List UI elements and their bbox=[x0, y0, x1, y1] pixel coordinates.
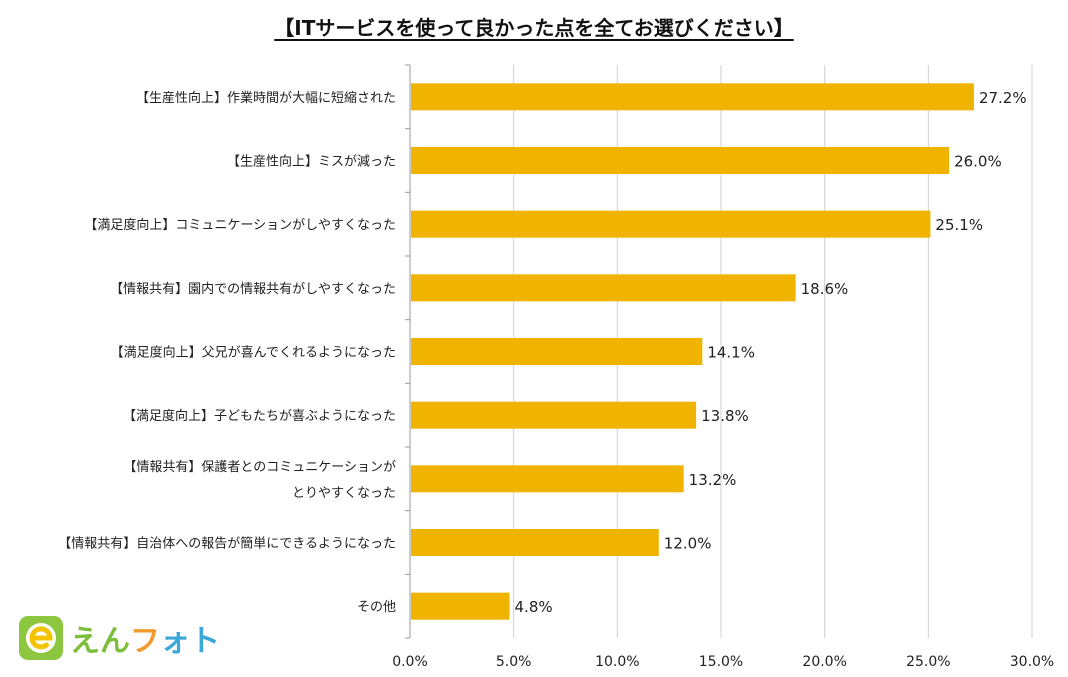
category-label: 【情報共有】園内での情報共有がしやすくなった bbox=[110, 281, 396, 297]
x-tick-label: 30.0% bbox=[1010, 654, 1054, 670]
bar bbox=[411, 592, 510, 620]
category-label: 【満足度向上】子どもたちが喜ぶようになった bbox=[123, 408, 396, 424]
x-tick-label: 20.0% bbox=[802, 654, 846, 670]
logo-char: ト bbox=[190, 624, 220, 659]
bar bbox=[411, 338, 703, 365]
category-label: 【生産性向上】ミスが減った bbox=[227, 154, 396, 170]
x-tick-label: 25.0% bbox=[906, 654, 950, 670]
data-label: 25.1% bbox=[935, 216, 983, 234]
category-label: 【満足度向上】父兄が喜んでくれるようになった bbox=[111, 345, 396, 361]
logo-char: フ bbox=[130, 624, 160, 659]
x-tick-label: 5.0% bbox=[496, 654, 532, 670]
logo-char: ん bbox=[100, 624, 130, 659]
data-label: 12.0% bbox=[664, 535, 712, 553]
bar bbox=[411, 465, 684, 493]
x-tick-label: 10.0% bbox=[595, 654, 639, 670]
data-label: 13.8% bbox=[701, 407, 749, 425]
enphoto-e-icon bbox=[19, 616, 63, 660]
category-label: 【生産性向上】作業時間が大幅に短縮された bbox=[136, 90, 396, 106]
chart-title: 【ITサービスを使って良かった点を全てお選びください】 bbox=[274, 16, 794, 40]
data-label: 4.8% bbox=[515, 598, 553, 616]
data-label: 27.2% bbox=[979, 89, 1027, 107]
logo-char: え bbox=[70, 624, 100, 659]
logo-char: ォ bbox=[160, 624, 190, 659]
bar bbox=[411, 529, 659, 556]
label-layer: 0.0% 5.0% 10.0% 15.0% 20.0% 25.0% 30.0% 27.2% 【生… bbox=[58, 89, 1054, 670]
category-label: 【情報共有】保護者とのコミュニケーションが bbox=[123, 459, 396, 475]
category-label: その他 bbox=[357, 600, 396, 615]
data-label: 14.1% bbox=[707, 344, 755, 362]
category-label: 【満足度向上】コミュニケーションがしやすくなった bbox=[84, 217, 396, 233]
bar bbox=[411, 83, 974, 111]
bar bbox=[411, 274, 796, 302]
bar-layer bbox=[411, 83, 974, 620]
bar bbox=[411, 401, 697, 429]
data-label: 18.6% bbox=[801, 280, 849, 298]
category-label: 【情報共有】自治体への報告が簡単にできるようになった bbox=[58, 536, 396, 552]
enphoto-logo: えんフォト bbox=[18, 612, 220, 664]
bar bbox=[411, 147, 950, 174]
data-label: 26.0% bbox=[954, 153, 1002, 171]
category-label: とりやすくなった bbox=[292, 486, 396, 501]
data-label: 13.2% bbox=[689, 471, 737, 489]
x-tick-label: 15.0% bbox=[699, 654, 743, 670]
logo-wordmark: えんフォト bbox=[70, 616, 220, 660]
x-tick-label: 0.0% bbox=[392, 654, 428, 670]
bar bbox=[411, 210, 931, 238]
